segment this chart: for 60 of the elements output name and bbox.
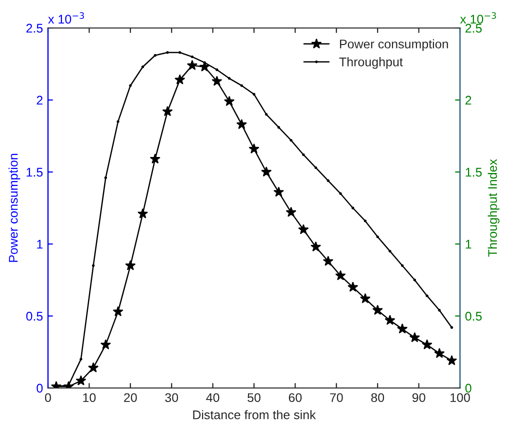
point xyxy=(286,206,296,217)
text: x 10$^{−3}$ xyxy=(460,12,496,24)
point xyxy=(212,76,222,86)
y-tick-label: 1 xyxy=(37,240,43,249)
y2-tick-label: 0 xyxy=(465,384,472,393)
text: x 10$^{−3}$ xyxy=(48,12,84,24)
y-tick-label: 0 xyxy=(36,384,43,393)
point xyxy=(88,362,99,372)
y-tick-label: 0.5 xyxy=(26,312,43,321)
point xyxy=(248,143,260,154)
point xyxy=(186,60,198,70)
y2-tick-label: 0.5 xyxy=(465,312,482,321)
x-tick-label: 20 xyxy=(124,393,137,402)
y2-tick-label: 2.5 xyxy=(465,24,482,33)
point xyxy=(273,186,284,197)
y2-tick-label: 1 xyxy=(466,240,472,249)
x-tick-label: 10 xyxy=(83,393,96,402)
point xyxy=(298,224,309,234)
point xyxy=(397,323,408,334)
x-tick-label: 70 xyxy=(330,393,343,402)
x-tick-label: 50 xyxy=(248,393,260,402)
x-axis-title: Distance from the sink xyxy=(193,410,316,420)
y2-axis-title: Throughput Index xyxy=(488,159,500,257)
y-tick-label: 1.5 xyxy=(26,168,43,177)
point xyxy=(335,270,346,280)
point xyxy=(76,375,86,386)
y-tick-label: 2 xyxy=(36,96,43,105)
point xyxy=(162,106,173,116)
point xyxy=(310,241,322,252)
point xyxy=(372,304,383,315)
point xyxy=(174,74,186,84)
y-tick-label: 2.5 xyxy=(26,24,43,33)
point xyxy=(236,118,247,130)
x-tick-label: 80 xyxy=(371,393,384,402)
point xyxy=(446,355,458,366)
point xyxy=(348,282,358,292)
y2-tick-label: 1.5 xyxy=(466,168,482,177)
point xyxy=(224,96,235,106)
point xyxy=(322,256,334,266)
point xyxy=(409,332,420,342)
x-tick-label: 60 xyxy=(288,393,302,402)
legend-label: Power consumption xyxy=(340,39,448,51)
x-tick-label: 100 xyxy=(450,393,470,402)
point xyxy=(100,339,111,350)
x-tick-label: 30 xyxy=(165,393,178,402)
y2-tick-label: 2 xyxy=(465,96,472,105)
point xyxy=(422,339,432,350)
y-axis-title: Power consumption xyxy=(8,154,20,262)
point xyxy=(112,306,124,316)
point xyxy=(125,260,136,270)
point xyxy=(434,348,445,358)
x-tick-label: 40 xyxy=(206,393,220,402)
point xyxy=(150,154,160,164)
point xyxy=(137,208,148,218)
point xyxy=(360,293,371,304)
point xyxy=(384,314,396,325)
x-tick-label: 90 xyxy=(412,393,426,402)
x-tick-label: 0 xyxy=(45,393,51,402)
legend-label: Throughput xyxy=(339,57,403,69)
point xyxy=(261,166,272,177)
